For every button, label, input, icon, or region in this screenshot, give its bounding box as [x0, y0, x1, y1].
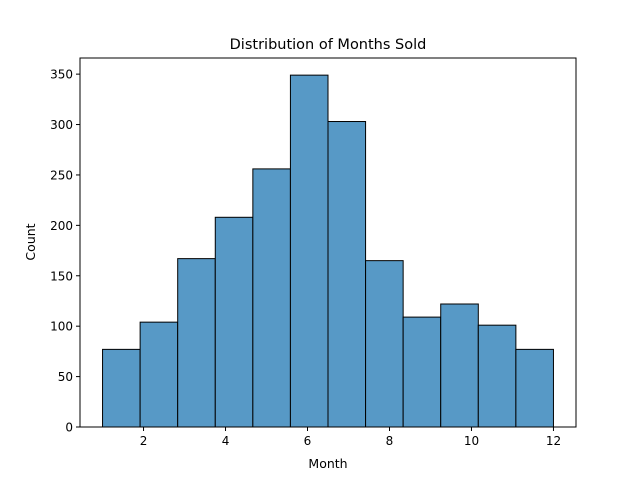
x-tick-label: 12	[546, 434, 561, 448]
y-tick-label: 150	[50, 269, 73, 283]
histogram-bar	[139, 321, 179, 428]
bars	[102, 74, 554, 428]
plot-frame	[79, 57, 577, 428]
y-axis-ticks: 0 50 100 150 200 250 300 350	[50, 68, 80, 435]
x-tick-label: 2	[140, 434, 148, 448]
x-tick-label: 8	[386, 434, 394, 448]
histogram-bar	[365, 260, 404, 428]
x-tick-label: 6	[304, 434, 312, 448]
y-tick-label: 350	[50, 68, 73, 82]
histogram-bar	[102, 348, 141, 428]
y-axis-label: Count	[23, 223, 38, 260]
y-tick-label: 100	[50, 320, 73, 334]
y-tick-label: 250	[50, 168, 73, 182]
histogram-bar	[177, 258, 216, 428]
histogram-bar	[214, 216, 254, 428]
y-tick-label: 50	[58, 370, 73, 384]
y-tick-label: 200	[50, 219, 73, 233]
histogram-bar	[289, 74, 329, 428]
histogram-bar	[477, 324, 517, 428]
histogram-bar	[515, 348, 554, 428]
y-tick-label: 300	[50, 118, 73, 132]
x-axis-ticks: 2 4 6 8 10 12	[140, 427, 561, 448]
histogram-bar	[402, 316, 442, 428]
histogram-bar	[440, 303, 479, 428]
x-tick-label: 10	[464, 434, 479, 448]
x-axis-label: Month	[308, 456, 347, 471]
x-tick-label: 4	[222, 434, 230, 448]
histogram-bar	[252, 168, 291, 428]
y-tick-label: 0	[65, 421, 73, 435]
histogram-bar	[327, 121, 367, 428]
chart-title: Distribution of Months Sold	[230, 37, 427, 53]
